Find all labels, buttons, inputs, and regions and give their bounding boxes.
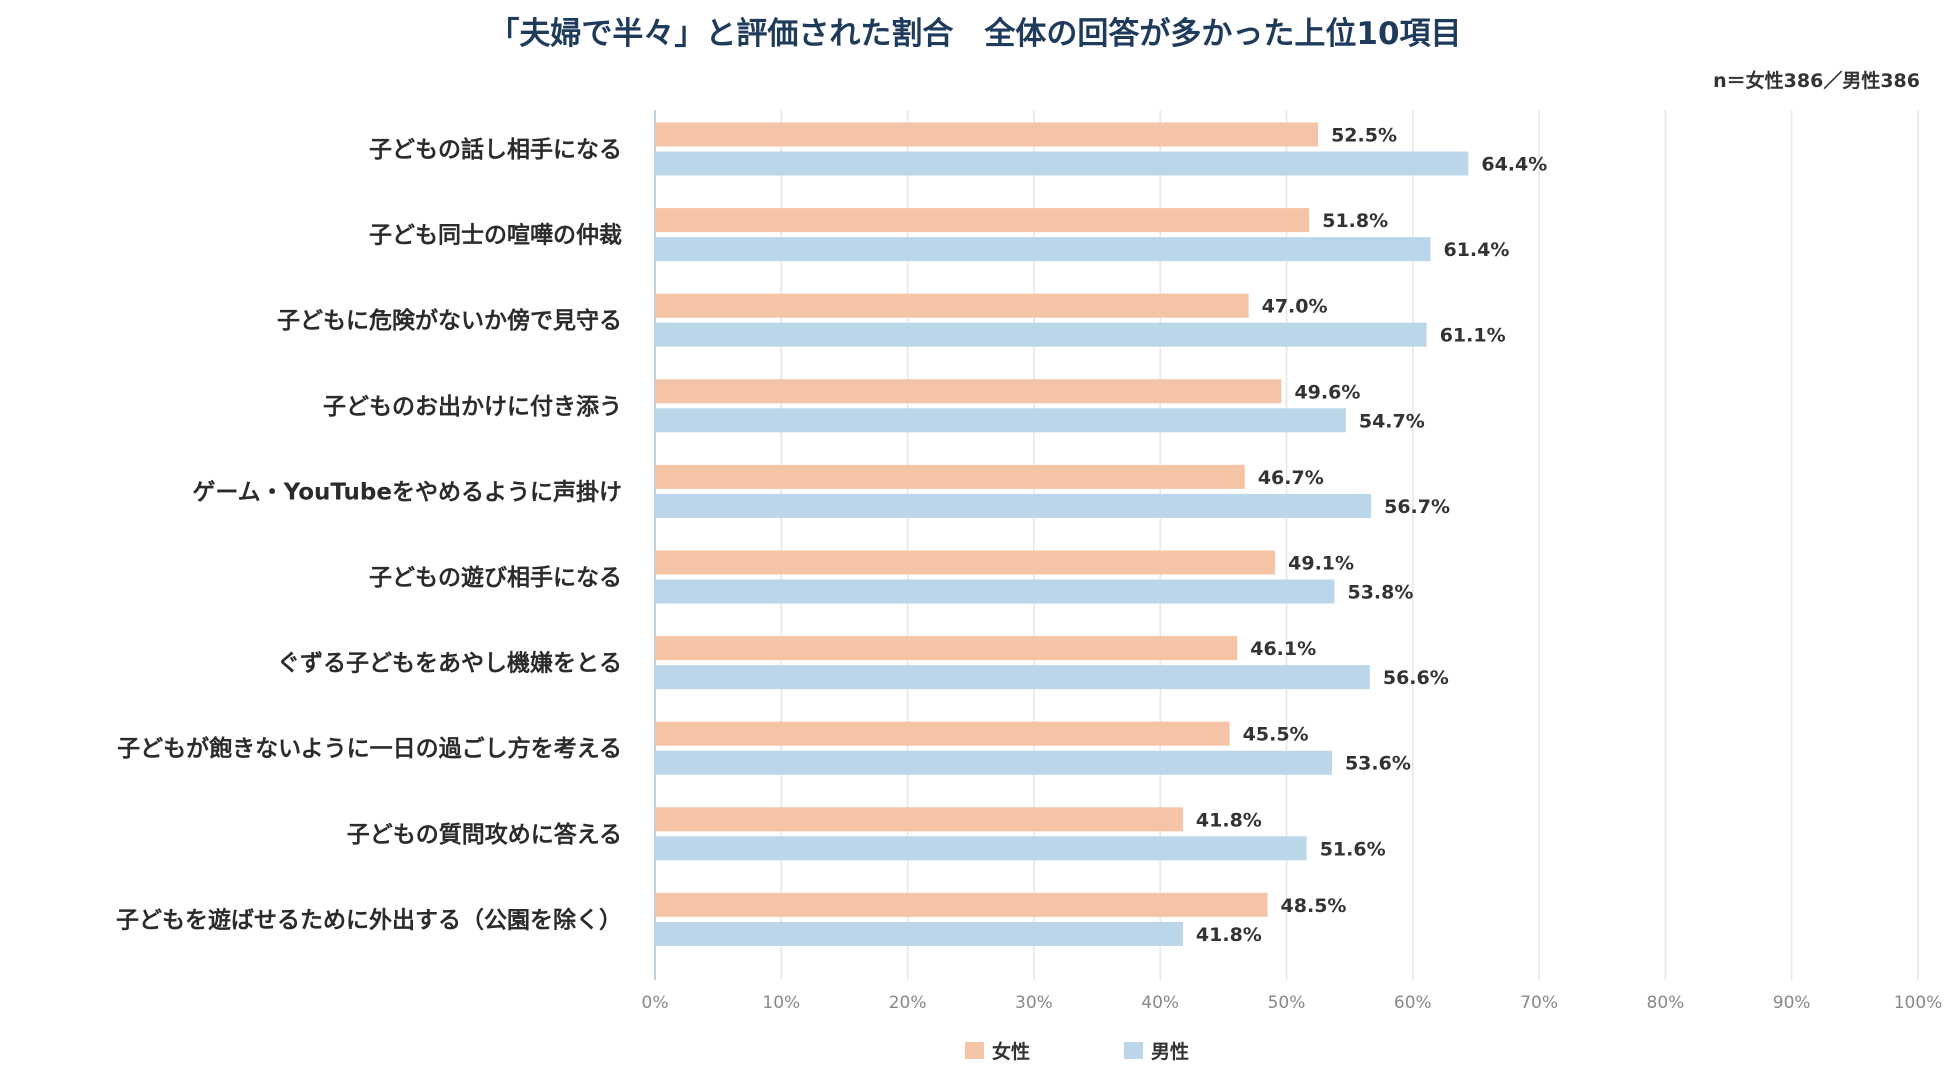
data-label-female: 49.1% [1288,553,1354,575]
x-tick-label: 0% [642,993,669,1013]
data-label-male: 54.7% [1359,410,1425,432]
x-tick-label: 30% [1015,993,1053,1013]
category-label: 子どものお出かけに付き添う [323,394,622,420]
bar-female [655,208,1310,233]
bar-female [655,892,1268,917]
bar-male [655,579,1335,604]
data-label-male: 53.8% [1347,582,1413,604]
legend-label-male: 男性 [1151,1040,1189,1063]
data-label-male: 61.4% [1443,239,1509,261]
legend-swatch-male [1124,1042,1143,1059]
data-label-female: 52.5% [1331,125,1397,147]
x-tick-label: 20% [889,993,927,1013]
x-tick-label: 70% [1520,993,1558,1013]
category-label: 子どもを遊ばせるために外出する（公園を除く） [116,906,622,933]
data-label-female: 48.5% [1281,895,1347,917]
category-label: ぐずる子どもをあやし機嫌をとる [277,651,622,677]
bar-male [655,237,1431,262]
bar-male [655,836,1307,861]
data-label-male: 61.1% [1440,325,1506,347]
data-label-female: 49.6% [1294,381,1360,403]
bar-female [655,122,1319,147]
category-label: 子どもの質問攻めに答える [347,821,622,848]
bar-female [655,807,1183,832]
data-label-female: 47.0% [1262,296,1328,318]
data-label-male: 56.7% [1384,496,1450,518]
bar-male [655,665,1370,690]
bar-female [655,721,1230,746]
category-label: 子どもの遊び相手になる [369,564,622,591]
bar-female [655,636,1238,661]
bar-male [655,322,1427,347]
bar-male [655,408,1346,433]
data-label-female: 46.1% [1250,638,1316,660]
bar-male [655,750,1332,775]
bar-male [655,921,1183,946]
legend-swatch-female [965,1042,984,1059]
chart-title: 「夫婦で半々」と評価された割合 全体の回答が多かった上位10項目 [488,16,1462,52]
data-label-female: 45.5% [1243,724,1309,746]
category-label: 子どもが飽きないように一日の過ごし方を考える [117,735,622,762]
bar-female [655,379,1282,404]
data-label-male: 56.6% [1383,667,1449,689]
data-label-female: 41.8% [1196,809,1262,831]
bar-female [655,550,1276,575]
category-label: 子どもの話し相手になる [369,136,622,163]
x-tick-label: 100% [1894,993,1943,1013]
x-tick-label: 10% [762,993,800,1013]
data-label-male: 64.4% [1481,154,1547,176]
x-tick-label: 90% [1773,993,1811,1013]
bar-male [655,151,1469,176]
x-tick-label: 80% [1647,993,1685,1013]
data-label-female: 46.7% [1258,467,1324,489]
data-label-male: 53.6% [1345,753,1411,775]
bar-female [655,293,1249,318]
category-label: 子どもに危険がないか傍で見守る [277,307,622,334]
category-label: ゲーム・YouTubeをやめるように声掛け [192,479,622,505]
bar-female [655,464,1245,489]
x-tick-label: 60% [1394,993,1432,1013]
data-label-male: 51.6% [1320,838,1386,860]
category-label: 子ども同士の喧嘩の仲裁 [369,222,622,249]
data-label-male: 41.8% [1196,924,1262,946]
data-label-female: 51.8% [1322,210,1388,232]
sample-size-note: n＝女性386／男性386 [1713,70,1920,92]
legend-label-female: 女性 [992,1040,1030,1063]
bar-male [655,493,1372,518]
x-tick-label: 40% [1141,993,1179,1013]
x-tick-label: 50% [1268,993,1306,1013]
